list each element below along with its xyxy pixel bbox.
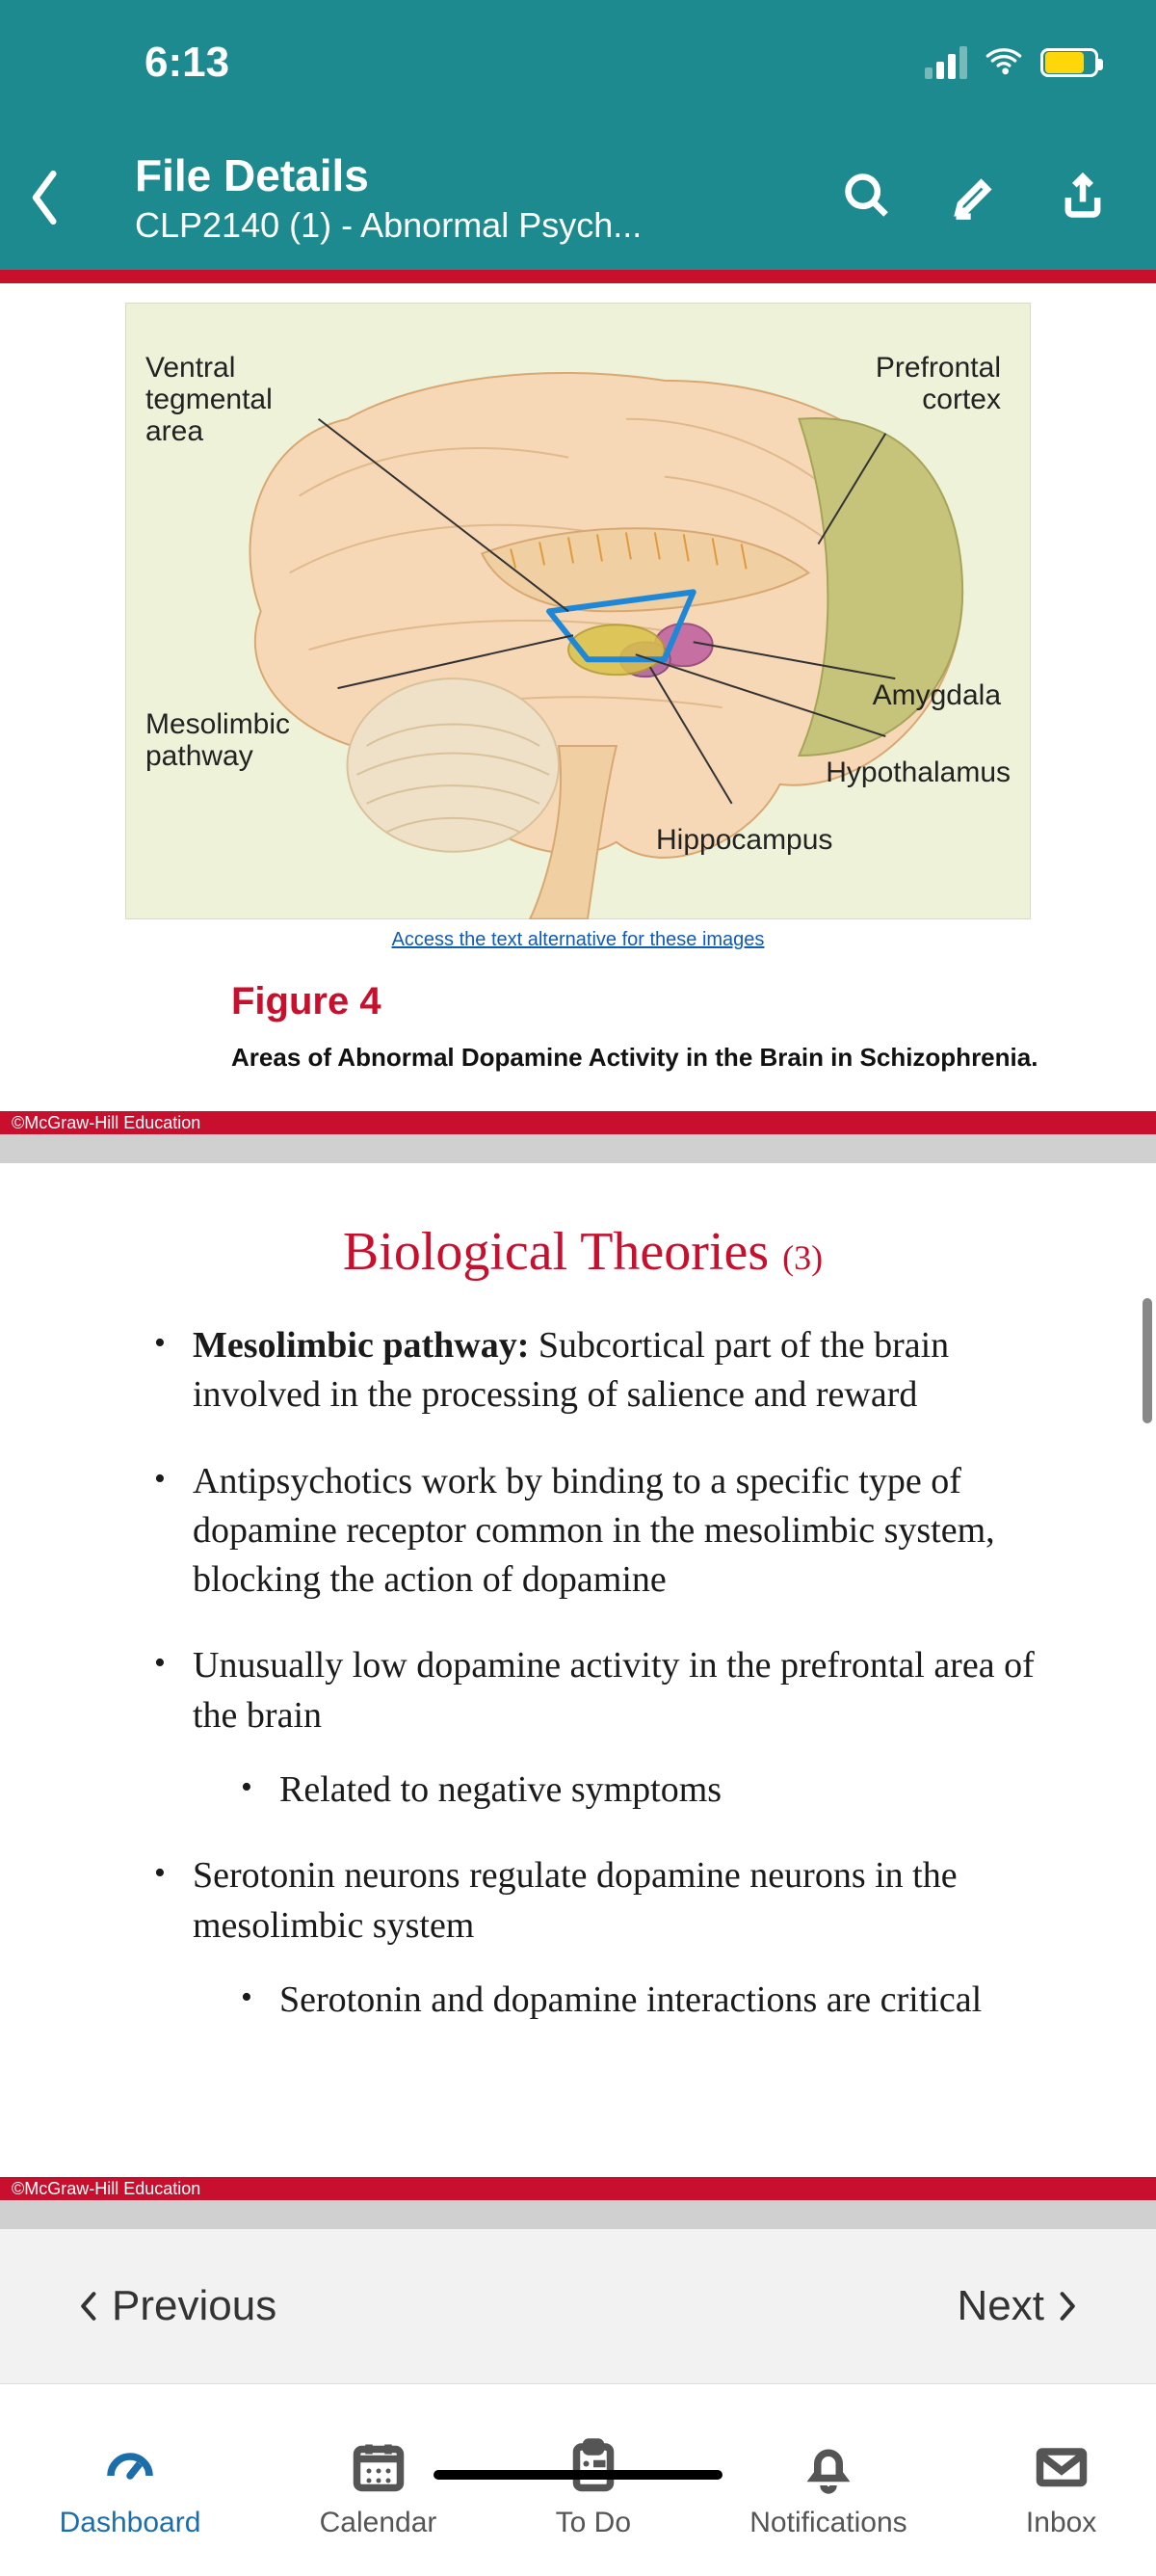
page-subtitle: CLP2140 (1) - Abnormal Psych... (135, 205, 842, 246)
highlighter-button[interactable] (950, 171, 1000, 226)
figure-description: Areas of Abnormal Dopamine Activity in t… (231, 1043, 1050, 1073)
list-item: Unusually low dopamine activity in the p… (154, 1641, 1050, 1815)
label-vta: Ventral tegmental area (145, 352, 273, 447)
figure-number: Figure 4 (231, 980, 1050, 1023)
page-title: File Details (135, 149, 842, 201)
wifi-icon (985, 41, 1023, 85)
sub-bullet-text: Related to negative symptoms (279, 1769, 722, 1810)
slide-footer-strip: ©McGraw-Hill Education (0, 2177, 1156, 2200)
back-button[interactable] (29, 171, 96, 225)
tab-label: Calendar (320, 2507, 437, 2539)
label-hypothalamus: Hypothalamus (826, 757, 1011, 788)
label-amygdala: Amygdala (873, 679, 1001, 711)
sub-bullet-text: Serotonin and dopamine interactions are … (279, 1979, 982, 2020)
list-item: Mesolimbic pathway: Subcortical part of … (154, 1321, 1050, 1421)
app-navbar: File Details CLP2140 (1) - Abnormal Psyc… (0, 125, 1156, 270)
tab-label: To Do (556, 2507, 631, 2539)
bullet-list: Mesolimbic pathway: Subcortical part of … (96, 1283, 1069, 2025)
slide-gap (0, 1134, 1156, 1163)
brain-diagram: Ventral tegmental area Mesolimbic pathwa… (125, 303, 1031, 919)
slide-footer-strip-partial (0, 270, 1156, 283)
list-item: Serotonin neurons regulate dopamine neur… (154, 1851, 1050, 2025)
tab-todo[interactable]: To Do (556, 2437, 631, 2539)
home-indicator[interactable] (434, 2470, 722, 2480)
navbar-title-wrap: File Details CLP2140 (1) - Abnormal Psyc… (96, 149, 842, 246)
bullet-bold: Mesolimbic pathway: (193, 1325, 529, 1366)
tab-bar: Dashboard Calendar To Do Notifications I… (0, 2383, 1156, 2576)
figure-container: Ventral tegmental area Mesolimbic pathwa… (0, 283, 1156, 980)
tab-label: Dashboard (60, 2507, 201, 2539)
slide-biological-theories: Biological Theories (3) Mesolimbic pathw… (0, 1163, 1156, 2177)
slide-heading: Biological Theories (3) (96, 1221, 1069, 1283)
scroll-indicator[interactable] (1143, 1298, 1152, 1423)
tab-inbox[interactable]: Inbox (1026, 2437, 1096, 2539)
label-hippocampus: Hippocampus (656, 824, 832, 856)
next-label: Next (958, 2282, 1044, 2330)
sub-list-item: Related to negative symptoms (241, 1766, 1050, 1815)
previous-label: Previous (112, 2282, 276, 2330)
list-item: Antipsychotics work by binding to a spec… (154, 1457, 1050, 1606)
figure-caption: Figure 4 Areas of Abnormal Dopamine Acti… (0, 980, 1156, 1111)
status-indicators (925, 41, 1098, 85)
tab-calendar[interactable]: Calendar (320, 2437, 437, 2539)
tab-notifications[interactable]: Notifications (749, 2437, 906, 2539)
sub-list-item: Serotonin and dopamine interactions are … (241, 1976, 1050, 2025)
status-bar: 6:13 (0, 0, 1156, 125)
text-alternative-link[interactable]: Access the text alternative for these im… (125, 919, 1031, 980)
slide-heading-num: (3) (782, 1238, 823, 1277)
tab-label: Inbox (1026, 2507, 1096, 2539)
tab-dashboard[interactable]: Dashboard (60, 2437, 201, 2539)
previous-button[interactable]: Previous (77, 2282, 276, 2330)
pager-bar: Previous Next (0, 2229, 1156, 2383)
bullet-text: Unusually low dopamine activity in the p… (193, 1645, 1035, 1735)
bullet-text: Antipsychotics work by binding to a spec… (193, 1461, 995, 1601)
label-pfc: Prefrontal cortex (876, 352, 1001, 415)
share-button[interactable] (1058, 171, 1108, 226)
next-button[interactable]: Next (958, 2282, 1079, 2330)
battery-icon (1040, 48, 1098, 77)
search-button[interactable] (842, 171, 892, 226)
bullet-text: Serotonin neurons regulate dopamine neur… (193, 1855, 958, 1945)
slide-gap (0, 2200, 1156, 2229)
status-time: 6:13 (58, 39, 229, 87)
slide-footer-strip: ©McGraw-Hill Education (0, 1111, 1156, 1134)
tab-label: Notifications (749, 2507, 906, 2539)
slide-heading-text: Biological Theories (343, 1222, 769, 1282)
document-viewport[interactable]: Ventral tegmental area Mesolimbic pathwa… (0, 283, 1156, 2229)
label-mesolimbic: Mesolimbic pathway (145, 708, 290, 772)
signal-icon (925, 46, 967, 79)
